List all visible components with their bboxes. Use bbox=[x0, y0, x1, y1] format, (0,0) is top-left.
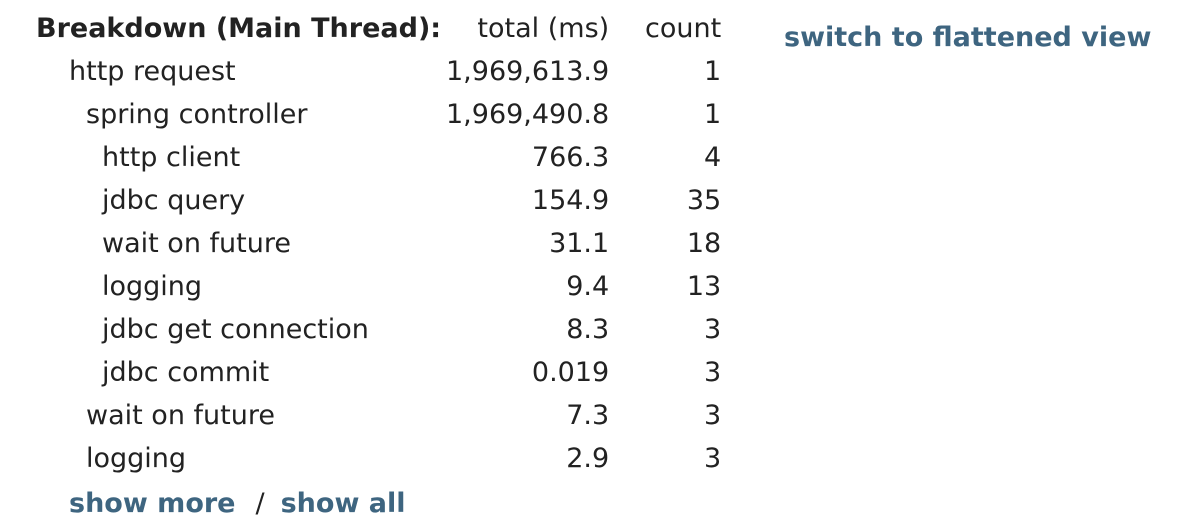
row-total: 0.019 bbox=[531, 357, 610, 388]
row-name: logging bbox=[86, 443, 187, 474]
row-count: 3 bbox=[704, 443, 722, 474]
table-row: http client 766.3 4 bbox=[36, 136, 721, 179]
show-more-link[interactable]: show more bbox=[69, 488, 236, 519]
count-column-header: count bbox=[645, 13, 722, 44]
table-row: jdbc query 154.9 35 bbox=[36, 179, 721, 222]
row-count: 1 bbox=[704, 56, 722, 87]
row-name: http request bbox=[69, 56, 236, 87]
row-count: 18 bbox=[686, 228, 722, 259]
row-count: 4 bbox=[704, 142, 722, 173]
link-separator: / bbox=[255, 488, 265, 519]
breakdown-title: Breakdown (Main Thread): bbox=[36, 13, 442, 44]
row-total: 154.9 bbox=[531, 185, 610, 216]
row-count: 3 bbox=[704, 400, 722, 431]
row-name: jdbc get connection bbox=[102, 314, 369, 345]
row-name: wait on future bbox=[86, 400, 275, 431]
table-row: jdbc get connection 8.3 3 bbox=[36, 308, 721, 351]
breakdown-table: Breakdown (Main Thread): total (ms) coun… bbox=[36, 7, 721, 480]
show-all-link[interactable]: show all bbox=[280, 488, 406, 519]
table-row: wait on future 7.3 3 bbox=[36, 394, 721, 437]
row-total: 7.3 bbox=[566, 400, 610, 431]
table-row: logging 9.4 13 bbox=[36, 265, 721, 308]
total-column-header: total (ms) bbox=[477, 13, 610, 44]
row-name: wait on future bbox=[102, 228, 291, 259]
row-name: spring controller bbox=[86, 99, 308, 130]
row-count: 3 bbox=[704, 314, 722, 345]
switch-flattened-view-link[interactable]: switch to flattened view bbox=[784, 22, 1152, 53]
table-row: spring controller 1,969,490.8 1 bbox=[36, 93, 721, 136]
row-total: 31.1 bbox=[549, 228, 610, 259]
row-total: 2.9 bbox=[566, 443, 610, 474]
more-links: show more / show all bbox=[69, 482, 406, 525]
table-row: http request 1,969,613.9 1 bbox=[36, 50, 721, 93]
row-total: 9.4 bbox=[566, 271, 610, 302]
breakdown-header-row: Breakdown (Main Thread): total (ms) coun… bbox=[36, 7, 721, 50]
row-count: 3 bbox=[704, 357, 722, 388]
row-count: 13 bbox=[686, 271, 722, 302]
row-name: logging bbox=[102, 271, 203, 302]
row-total: 766.3 bbox=[531, 142, 610, 173]
table-row: jdbc commit 0.019 3 bbox=[36, 351, 721, 394]
row-name: http client bbox=[102, 142, 241, 173]
row-name: jdbc query bbox=[102, 185, 246, 216]
row-total: 8.3 bbox=[566, 314, 610, 345]
row-count: 1 bbox=[704, 99, 722, 130]
row-count: 35 bbox=[686, 185, 722, 216]
row-name: jdbc commit bbox=[102, 357, 270, 388]
row-total: 1,969,490.8 bbox=[446, 99, 610, 130]
view-toggle: switch to flattened view bbox=[784, 16, 1151, 59]
table-row: logging 2.9 3 bbox=[36, 437, 721, 480]
row-total: 1,969,613.9 bbox=[446, 56, 610, 87]
table-row: wait on future 31.1 18 bbox=[36, 222, 721, 265]
